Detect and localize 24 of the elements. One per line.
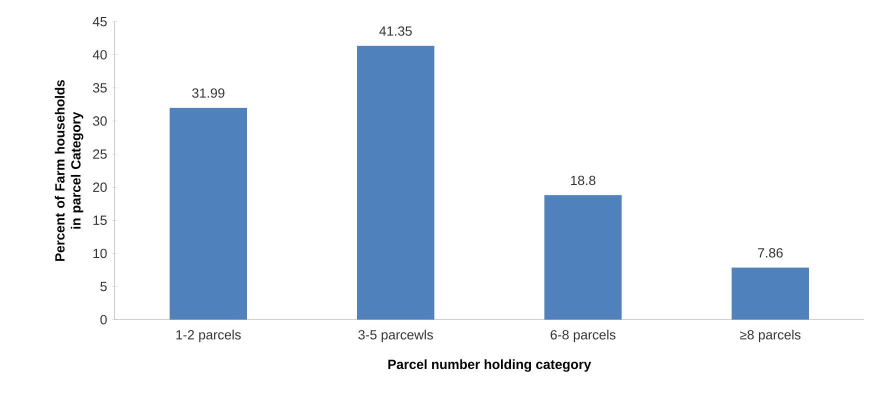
x-axis-title: Parcel number holding category (388, 359, 592, 372)
y-tick-label: 10 (93, 248, 107, 258)
bar (170, 108, 247, 320)
y-tick-label: 30 (92, 116, 107, 126)
data-label: 41.35 (379, 26, 412, 36)
y-tick-label: 45 (92, 17, 107, 26)
y-tick-label: 15 (93, 216, 107, 225)
data-label: 7.86 (758, 248, 783, 258)
bar (732, 268, 809, 320)
y-axis-title: Percent of Farm households in parcel Category (54, 80, 84, 261)
y-tick-label: 40 (92, 50, 107, 60)
bar (357, 46, 434, 320)
data-label: 31.99 (192, 88, 224, 98)
y-tick-label: 0 (100, 314, 107, 324)
bar (544, 195, 622, 320)
x-tick-label: 1-2 parcels (176, 330, 241, 342)
y-tick-label: 5 (100, 282, 107, 292)
y-tick-label: 20 (93, 182, 107, 192)
x-tick-label: ≥8 parcels (740, 330, 801, 342)
x-tick-label: 6-8 parcels (550, 330, 616, 342)
data-label: 18.8 (571, 176, 596, 186)
x-tick-label: 3-5 parcewls (358, 330, 433, 342)
y-tick-label: 25 (93, 149, 107, 159)
y-tick-label: 35 (92, 83, 107, 93)
